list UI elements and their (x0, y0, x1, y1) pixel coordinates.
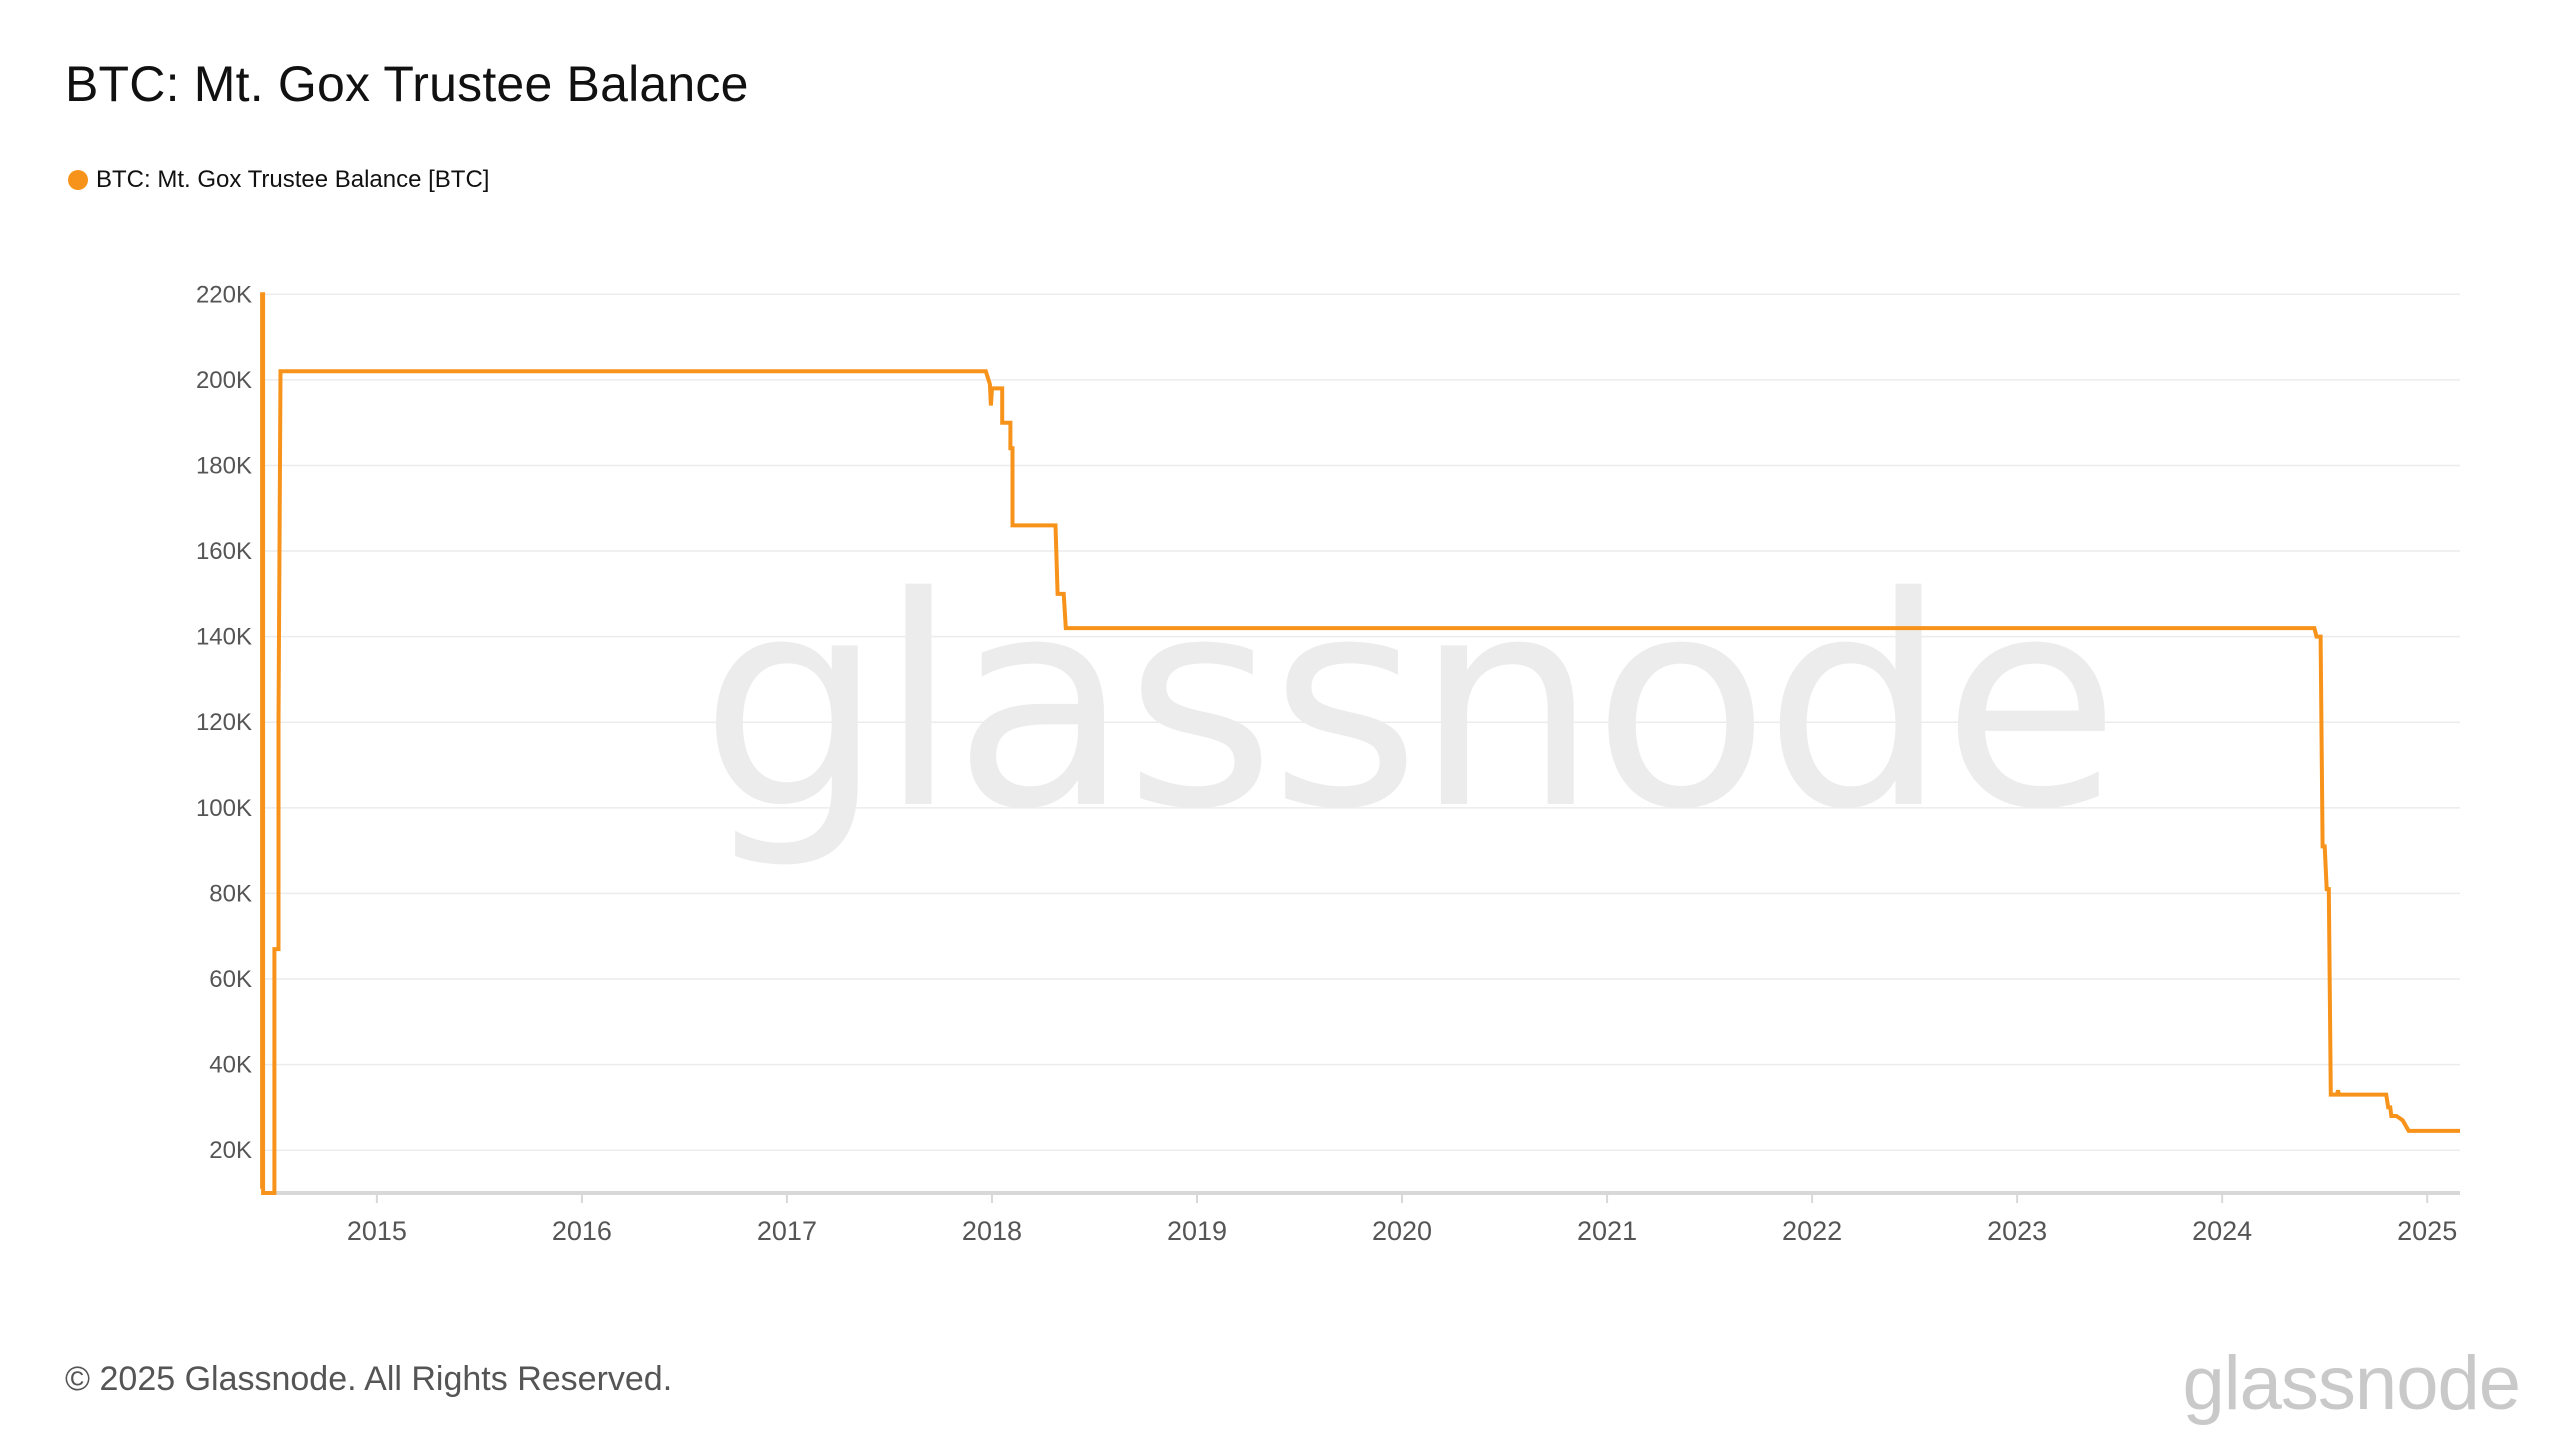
series-line (260, 292, 2460, 1195)
x-tick-label: 2017 (757, 1216, 817, 1246)
y-tick-label: 140K (196, 624, 252, 651)
legend[interactable]: BTC: Mt. Gox Trustee Balance [BTC] (68, 166, 489, 194)
y-axis-ticks: 20K 40K 60K 80K 100K 120K 140K 160K 180K 200K 220K (196, 281, 252, 1164)
x-tick-label: 2021 (1577, 1216, 1637, 1246)
x-tick-label: 2019 (1167, 1216, 1227, 1246)
y-tick-label: 160K (196, 538, 252, 565)
x-axis-ticks: 2015 2016 2017 2018 2019 2020 2021 2022 2023 2024… (347, 1193, 2457, 1246)
x-tick-label: 2023 (1987, 1216, 2047, 1246)
gridlines (260, 293, 2460, 1151)
x-tick-label: 2025 (2397, 1216, 2457, 1246)
legend-marker (68, 170, 88, 190)
x-tick-label: 2018 (962, 1216, 1022, 1246)
copyright-text: © 2025 Glassnode. All Rights Reserved. (65, 1360, 673, 1398)
y-tick-label: 80K (209, 880, 252, 907)
glassnode-logo[interactable]: glassnode (2182, 1341, 2521, 1426)
chart-title: BTC: Mt. Gox Trustee Balance (65, 56, 749, 112)
x-tick-label: 2020 (1372, 1216, 1432, 1246)
legend-label: BTC: Mt. Gox Trustee Balance [BTC] (96, 166, 490, 193)
y-tick-label: 180K (196, 452, 252, 479)
x-tick-label: 2015 (347, 1216, 407, 1246)
x-tick-label: 2016 (552, 1216, 612, 1246)
y-tick-label: 40K (209, 1052, 252, 1079)
y-tick-label: 120K (196, 709, 252, 736)
x-tick-label: 2024 (2192, 1216, 2252, 1246)
x-tick-label: 2022 (1782, 1216, 1842, 1246)
y-tick-label: 60K (209, 966, 252, 993)
series-layer (260, 292, 2460, 1195)
y-tick-label: 20K (209, 1137, 252, 1164)
y-tick-label: 220K (196, 281, 252, 308)
y-tick-label: 100K (196, 795, 252, 822)
y-tick-label: 200K (196, 367, 252, 394)
